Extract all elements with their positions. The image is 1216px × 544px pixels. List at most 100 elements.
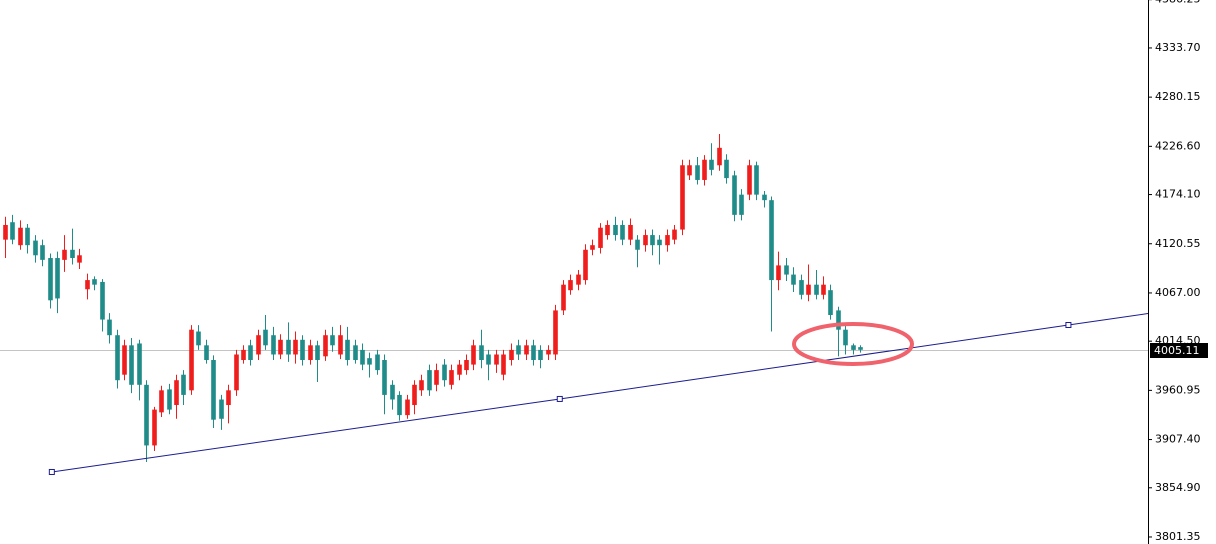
candle-body: [643, 235, 648, 246]
y-tick-label: 4280.15: [1155, 90, 1201, 103]
candle-body: [159, 390, 164, 413]
y-tick-label: 3960.95: [1155, 383, 1201, 396]
candle-body: [553, 310, 558, 355]
candle-body: [628, 224, 633, 240]
candle-body: [390, 384, 395, 400]
candle-body: [531, 345, 536, 361]
candle-body: [576, 274, 581, 285]
candle-body: [657, 239, 662, 246]
candle-body: [494, 354, 499, 365]
candle-body: [434, 370, 439, 385]
candle-body: [256, 335, 261, 355]
candle-body: [100, 281, 105, 320]
candle-body: [762, 194, 767, 201]
candle-body: [211, 360, 216, 420]
candle-body: [739, 194, 744, 215]
candle-body: [650, 235, 655, 246]
candle-body: [382, 360, 387, 395]
candle-body: [538, 349, 543, 361]
candle-body: [836, 310, 841, 330]
candle-body: [605, 224, 610, 236]
candle-body: [62, 249, 67, 260]
candle-body: [122, 345, 127, 375]
candle-body: [516, 345, 521, 355]
candle-body: [226, 390, 231, 406]
candle-body: [471, 345, 476, 365]
candle-body: [204, 345, 209, 361]
candle-body: [590, 245, 595, 250]
y-tick-label: 4174.10: [1155, 188, 1201, 201]
candle-body: [457, 364, 462, 375]
candle-body: [546, 349, 551, 355]
y-tick-label: 4386.25: [1155, 0, 1201, 6]
candle-body: [524, 345, 529, 355]
candle-body: [144, 384, 149, 446]
candle-body: [509, 349, 514, 361]
highlight-ellipse: [792, 322, 914, 366]
candle-body: [620, 224, 625, 240]
plot-area: [0, 134, 1149, 475]
candle-body: [464, 360, 469, 371]
candle-body: [293, 339, 298, 355]
candle-body: [48, 258, 53, 301]
candle-body: [449, 370, 454, 385]
candle-body: [843, 329, 848, 346]
candle-body: [814, 284, 819, 295]
price-axis: 4386.25 4333.70 4280.15 4226.60 4174.10 4120.…: [1148, 0, 1201, 543]
trendline-handle: [48, 468, 55, 475]
candle-body: [672, 229, 677, 240]
candle-body: [501, 354, 506, 375]
y-tick-label: 3854.90: [1155, 481, 1201, 494]
y-tick-label: 4067.00: [1155, 286, 1201, 299]
candle-body: [479, 345, 484, 361]
candle-body: [55, 258, 60, 299]
candle-body: [300, 339, 305, 361]
candle-body: [278, 339, 283, 355]
candle-body: [107, 319, 112, 336]
candle-body: [717, 147, 722, 166]
candle-body: [486, 354, 491, 365]
trendline: [51, 313, 1149, 473]
candle-body: [315, 345, 320, 361]
y-tick-label: 3907.40: [1155, 433, 1201, 446]
candle-body: [330, 335, 335, 346]
candle-body: [784, 265, 789, 275]
candle-body: [241, 349, 246, 361]
last-price-label: 4005.11: [1154, 344, 1200, 357]
candle-body: [92, 279, 97, 285]
candle-body: [419, 380, 424, 391]
candle-body: [776, 265, 781, 281]
candle-body: [375, 354, 380, 371]
candle-body: [828, 290, 833, 315]
candle-body: [308, 345, 313, 361]
candle-body: [115, 335, 120, 381]
candle-body: [858, 347, 863, 350]
candle-body: [769, 200, 774, 281]
candle-body: [613, 224, 618, 236]
candle-body: [360, 349, 365, 365]
candle-body: [189, 329, 194, 391]
last-price-badge: 4005.11: [1150, 343, 1208, 358]
candle-body: [137, 343, 142, 385]
candle-body: [680, 165, 685, 230]
candle-body: [25, 227, 30, 246]
candle-body: [129, 345, 134, 385]
candle-body: [248, 345, 253, 361]
candle-body: [665, 235, 670, 246]
candle-body: [338, 335, 343, 355]
candle-body: [799, 280, 804, 295]
candle-body: [583, 249, 588, 281]
candle-body: [85, 280, 90, 290]
candle-body: [709, 159, 714, 170]
candle-body: [687, 165, 692, 176]
candle-body: [174, 380, 179, 406]
candle-body: [77, 255, 82, 263]
y-tick-label: 4226.60: [1155, 139, 1201, 152]
candle-body: [234, 354, 239, 391]
candle-body: [427, 370, 432, 391]
candle-body: [732, 175, 737, 215]
candle-body: [167, 389, 172, 410]
candle-body: [851, 345, 856, 350]
